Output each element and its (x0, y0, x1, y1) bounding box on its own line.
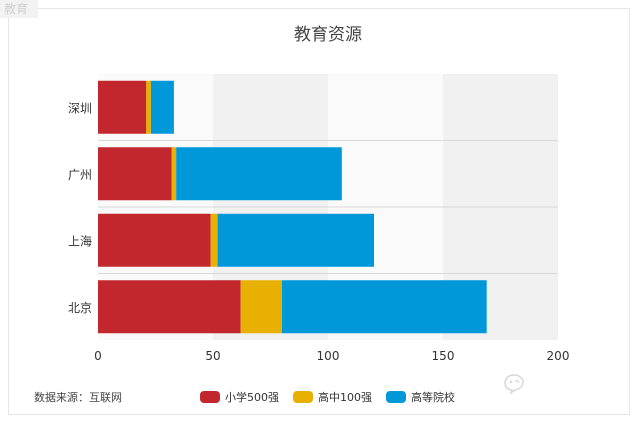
watermark-icon (504, 374, 524, 395)
bar-segment-深圳-小学500强[interactable] (98, 80, 147, 134)
bar-segment-深圳-高等院校[interactable] (150, 80, 174, 134)
bar-segment-上海-小学500强[interactable] (98, 213, 211, 267)
legend-swatch-series-0 (200, 391, 220, 403)
bar-segment-深圳-高中100强[interactable] (146, 80, 151, 134)
y-tick-label: 深圳 (68, 101, 92, 115)
chart-legend: 小学500强 高中100强 高等院校 (200, 389, 469, 405)
bar-segment-广州-高中100强[interactable] (171, 147, 177, 201)
bar-segment-上海-高等院校[interactable] (217, 213, 374, 267)
chart-title: 教育资源 (294, 25, 362, 45)
x-tick-label: 50 (205, 349, 220, 363)
x-tick-label: 0 (94, 349, 102, 363)
y-tick-label: 上海 (68, 233, 92, 248)
bar-segment-上海-高中100强[interactable] (210, 213, 218, 267)
x-tick-label: 150 (432, 349, 455, 363)
legend-label-series-2: 高等院校 (411, 391, 455, 404)
corner-label: 教育 (0, 0, 39, 18)
bar-segment-北京-高等院校[interactable] (282, 280, 487, 334)
legend-item-series-1[interactable]: 高中100强 (293, 389, 372, 405)
legend-item-series-2[interactable]: 高等院校 (386, 389, 455, 405)
legend-swatch-series-1 (293, 391, 313, 403)
y-tick-label: 北京 (68, 301, 92, 315)
bar-segment-北京-小学500强[interactable] (98, 280, 241, 334)
legend-label-series-0: 小学500强 (225, 391, 279, 404)
legend-swatch-series-2 (386, 391, 406, 403)
x-tick-label: 100 (317, 349, 340, 363)
legend-label-series-1: 高中100强 (318, 391, 372, 404)
bar-segment-广州-小学500强[interactable] (98, 147, 172, 201)
legend-item-series-0[interactable]: 小学500强 (200, 389, 279, 405)
bar-segment-广州-高等院校[interactable] (176, 147, 342, 201)
bar-segment-北京-高中100强[interactable] (240, 280, 282, 334)
y-tick-label: 广州 (68, 168, 92, 182)
data-source-note: 数据来源：互联网 (34, 391, 122, 404)
x-tick-label: 200 (547, 349, 570, 363)
